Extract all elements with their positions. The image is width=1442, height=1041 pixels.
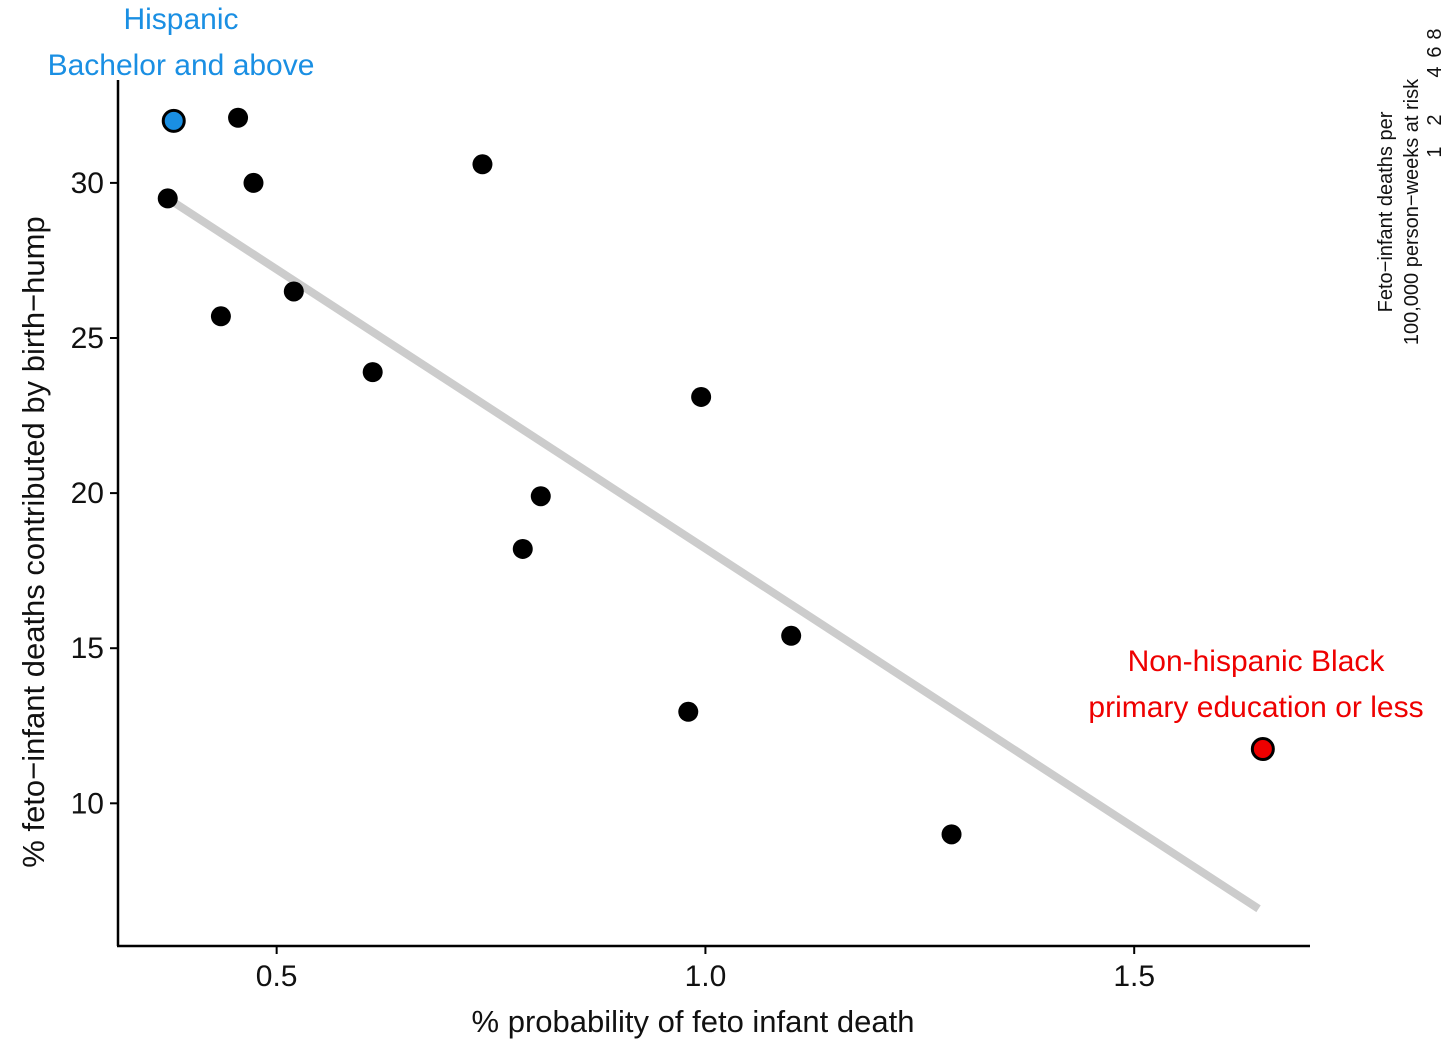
data-point-12 xyxy=(678,701,699,722)
trend-line xyxy=(165,195,1261,913)
data-point-10 xyxy=(512,538,533,559)
legend-title-line1: Feto−infant deaths per xyxy=(1375,111,1397,312)
x-axis-title: % probability of feto infant death xyxy=(472,1004,915,1039)
highlight-point-14 xyxy=(1250,737,1275,762)
data-point-8 xyxy=(691,386,712,407)
legend-value-8: 8 xyxy=(1424,28,1442,39)
data-point-13 xyxy=(941,824,962,845)
y-tick-label: 30 xyxy=(71,167,104,200)
x-axis-ticks: 0.5 1.0 1.5 xyxy=(256,946,1155,993)
y-tick-label: 25 xyxy=(71,322,104,355)
highlight-point-0 xyxy=(161,108,186,133)
y-axis-ticks: 10 15 20 25 30 xyxy=(71,167,118,820)
data-point-1 xyxy=(228,107,249,128)
x-tick-label: 1.5 xyxy=(1113,960,1155,993)
legend-value-4: 4 xyxy=(1424,66,1442,77)
annotation-hispanic: Hispanic Bachelor and above xyxy=(48,3,315,82)
data-point-11 xyxy=(781,625,802,646)
data-point-2 xyxy=(243,172,264,193)
annotation-black-line1: Non-hispanic Black xyxy=(1128,645,1386,678)
y-tick-label: 10 xyxy=(71,787,104,820)
legend-value-2: 2 xyxy=(1424,114,1442,125)
data-point-6 xyxy=(210,306,231,327)
data-point-7 xyxy=(362,362,383,383)
legend-value-1: 1 xyxy=(1424,146,1442,157)
y-tick-label: 20 xyxy=(71,477,104,510)
legend-value-6: 6 xyxy=(1424,46,1442,57)
x-tick-label: 1.0 xyxy=(685,960,727,993)
y-tick-label: 15 xyxy=(71,632,104,665)
size-legend: Feto−infant deaths per 100,000 person−we… xyxy=(1375,28,1442,345)
annotation-hispanic-line1: Hispanic xyxy=(123,3,238,36)
annotation-black-line2: primary education or less xyxy=(1088,691,1423,724)
data-point-4 xyxy=(472,154,493,175)
data-points xyxy=(157,107,1275,845)
annotation-hispanic-line2: Bachelor and above xyxy=(48,49,315,82)
annotation-nonhispanic-black: Non-hispanic Black primary education or … xyxy=(1088,645,1423,724)
data-point-3 xyxy=(157,188,178,209)
legend-title-line2: 100,000 person−weeks at risk xyxy=(1401,78,1423,345)
y-axis-title: % feto−infant deaths contributed by birt… xyxy=(16,216,51,867)
data-point-9 xyxy=(530,486,551,507)
data-point-5 xyxy=(283,281,304,302)
x-tick-label: 0.5 xyxy=(256,960,298,993)
